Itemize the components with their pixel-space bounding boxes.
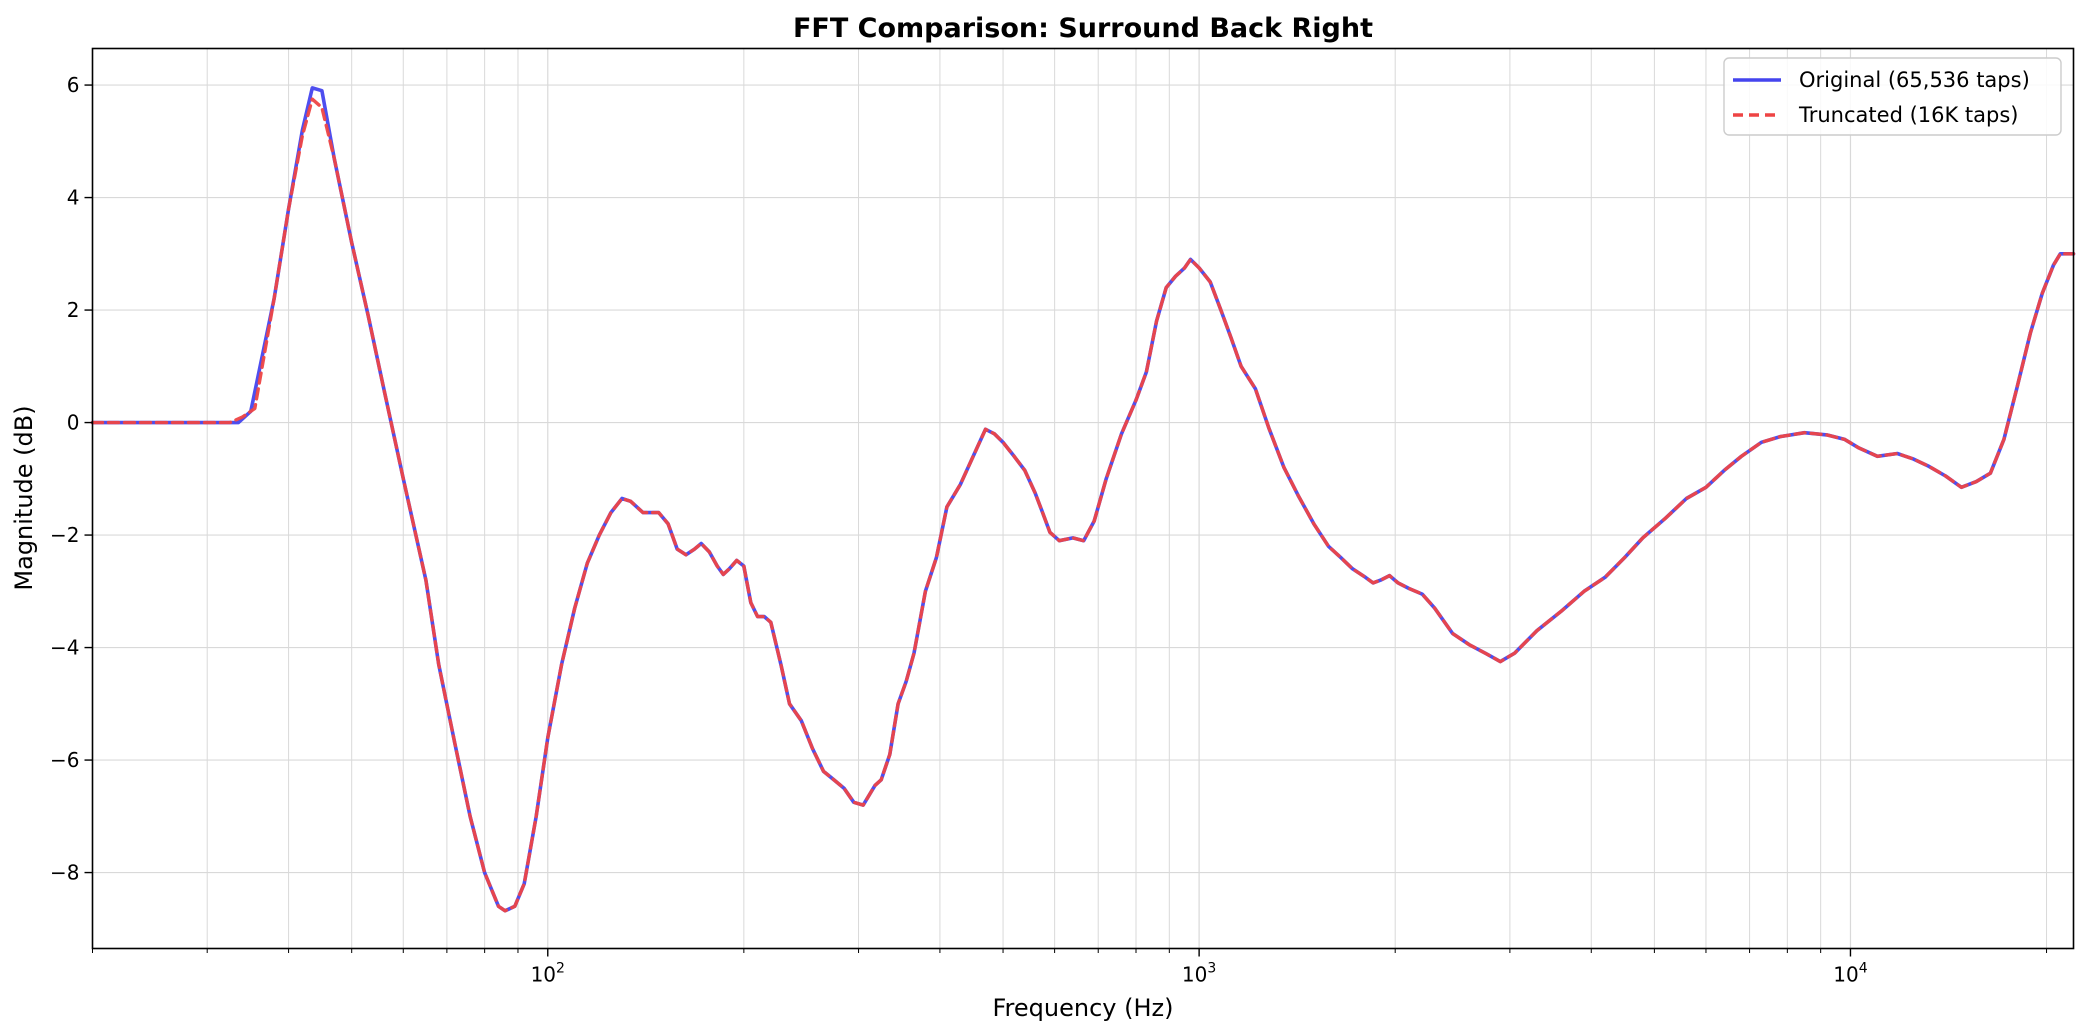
y-tick-label: 4	[67, 186, 80, 210]
legend: Original (65,536 taps) Truncated (16K tap…	[1723, 57, 2062, 136]
chart-title: FFT Comparison: Surround Back Right	[793, 13, 1373, 44]
y-tick-label: −8	[50, 861, 79, 885]
y-tick-label: −2	[50, 523, 79, 547]
y-tick-label: 6	[67, 73, 80, 97]
plot-series	[90, 86, 2076, 913]
y-axis-label: Magnitude (dB)	[10, 405, 38, 590]
x-axis-label: Frequency (Hz)	[993, 994, 1174, 1022]
axis-ticks: 6 4 2 0 −2 −4 −6 −8 102 103 104	[50, 73, 2048, 987]
y-tick-label: −6	[50, 748, 79, 772]
y-tick-label: 0	[67, 411, 80, 435]
y-tick-label: −4	[50, 636, 79, 660]
plot-frame	[91, 47, 2075, 950]
truncated-series-line	[90, 97, 2076, 913]
x-tick-label: 102	[531, 961, 565, 987]
x-tick-label: 104	[1833, 961, 1867, 987]
legend-box	[1723, 57, 2062, 136]
x-tick-label: 103	[1182, 961, 1216, 987]
y-tick-label: 2	[67, 298, 80, 322]
grid-lines	[92, 48, 2074, 949]
legend-label: Truncated (16K taps)	[1798, 103, 2019, 127]
legend-label: Original (65,536 taps)	[1799, 68, 2030, 92]
original-series-line	[90, 86, 2076, 913]
